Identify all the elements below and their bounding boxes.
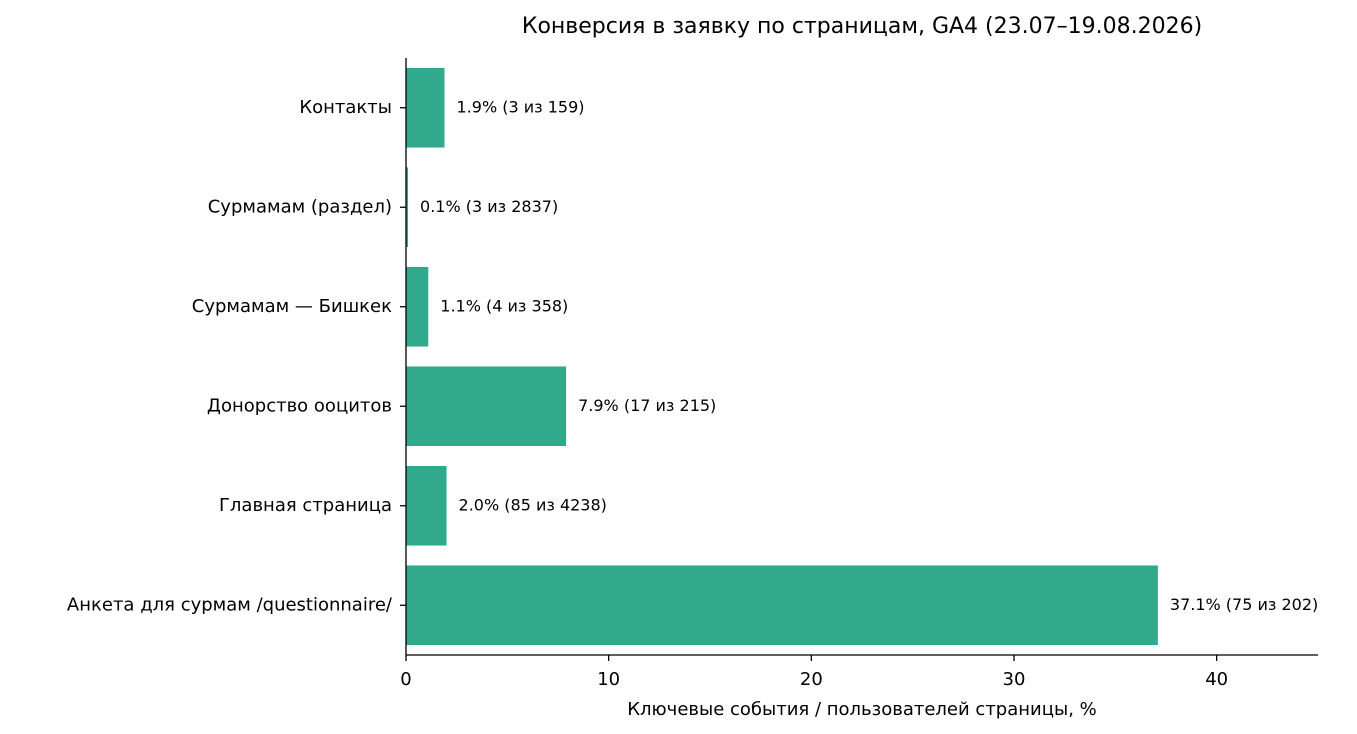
bar [406,67,445,148]
bar [406,565,1158,646]
category-label: Анкета для сурмам /questionnaire/ [67,594,393,615]
bar-data-label: 2.0% (85 из 4238) [459,495,607,514]
bar-data-label: 0.1% (3 из 2837) [420,197,558,216]
x-tick-label: 40 [1205,669,1228,690]
category-label: Главная страница [219,495,392,516]
bar [406,167,409,248]
x-ticks-group: 0 10 20 30 40 [400,655,1228,690]
bar-data-label: 37.1% (75 из 202) [1170,595,1318,614]
chart-title: Конверсия в заявку по страницам, GA4 (23… [522,14,1202,39]
bar-data-label: 1.1% (4 из 358) [440,296,568,315]
bar [406,465,447,546]
category-label: Донорство ооцитов [207,395,392,416]
labels-group: 37.1% (75 из 202) Анкета для сурмам /ques… [67,97,1318,616]
x-tick-label: 0 [400,669,411,690]
bar-data-label: 1.9% (3 из 159) [457,97,585,116]
bar [406,266,429,347]
category-label: Сурмамам (раздел) [208,196,392,217]
category-label: Контакты [299,97,392,118]
category-label: Сурмамам — Бишкек [192,296,392,317]
x-tick-label: 20 [800,669,823,690]
bar-data-label: 7.9% (17 из 215) [578,396,716,415]
bar [406,366,567,447]
bars-group [406,67,1158,646]
x-tick-label: 10 [597,669,620,690]
x-axis-label: Ключевые события / пользователей страниц… [627,699,1097,720]
x-tick-label: 30 [1003,669,1026,690]
